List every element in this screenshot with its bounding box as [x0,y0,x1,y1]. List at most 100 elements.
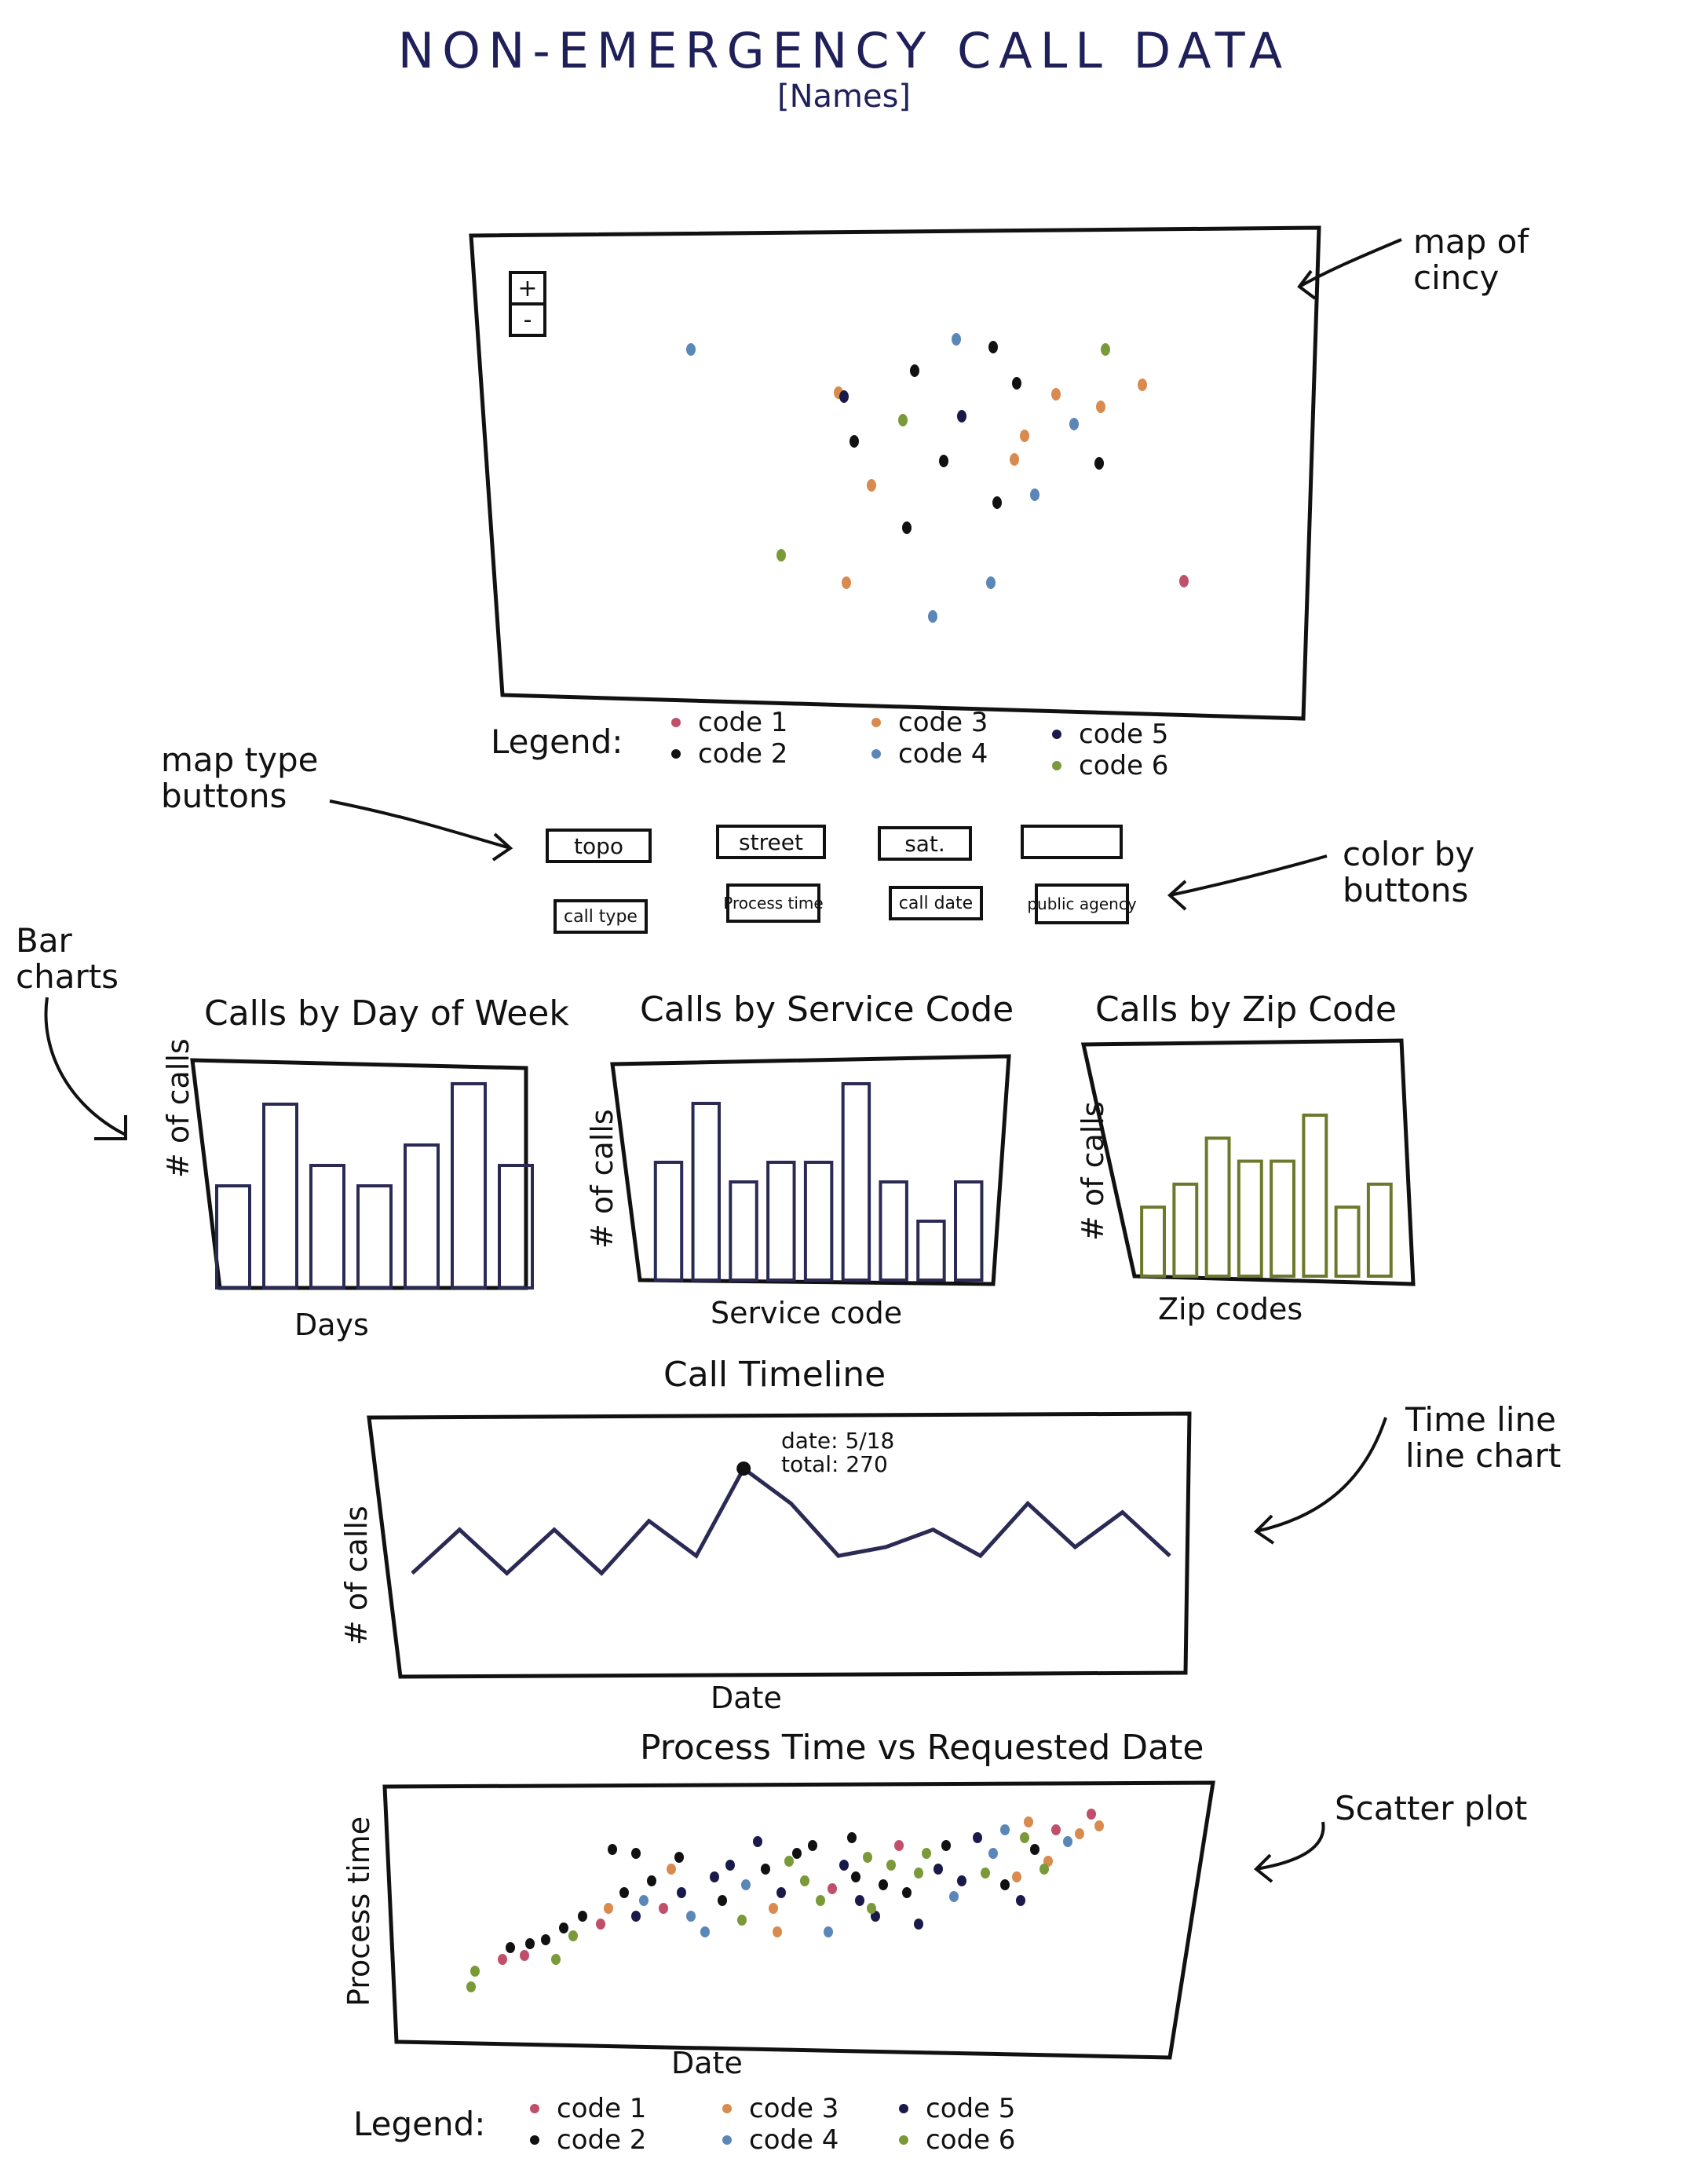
scatter-point [498,1954,507,1965]
scatter-point [1039,1864,1049,1875]
scatter-points [466,1809,1104,1992]
scatter-point [776,1887,786,1898]
bar [1270,1159,1295,1278]
map-point [1179,575,1189,587]
map-point [776,549,786,562]
scatter-point [949,1891,959,1902]
legend-dot-icon [899,2104,908,2113]
bar [766,1161,796,1282]
scatter-point [525,1938,535,1949]
map-type-arrow [329,799,511,850]
bar [879,1180,908,1282]
bar [1366,1182,1393,1279]
scatter-point [851,1871,860,1882]
scatter-point [773,1926,782,1937]
map-type-street-button[interactable]: street [716,825,826,859]
scatter-point [828,1883,837,1894]
timeline-arrowhead [1253,1514,1275,1545]
bar-chart-1-ylabel: # of calls [161,1038,195,1178]
scatter-point [559,1922,568,1933]
map-point [1138,379,1147,391]
map-point [1010,453,1019,466]
map-zoom-control: + - [509,271,546,337]
bar [1302,1114,1328,1278]
scatter-point [769,1903,778,1914]
bar-charts-arrow [44,997,126,1136]
timeline-frame [367,1411,1192,1679]
map-point [839,390,849,403]
scatter-point [855,1895,864,1906]
scatter-point [753,1836,762,1847]
scatter-point [886,1860,896,1871]
timeline-title: Call Timeline [663,1355,886,1395]
scatter-title: Process Time vs Requested Date [640,1728,1204,1768]
map-point [988,341,998,353]
legend-dot-icon [871,718,881,727]
scatter-point [568,1930,578,1941]
map-type-sat-button[interactable]: sat. [878,826,972,861]
map-point [686,343,696,356]
scatter-point [981,1868,990,1879]
scatter-point [784,1856,794,1867]
bar-chart-3-bars [1140,1114,1393,1279]
bar [803,1161,834,1282]
scatter-point [466,1981,476,1992]
scatter-point [578,1911,587,1922]
bar [916,1220,946,1282]
color-by-public-agency-button[interactable]: public agency [1027,883,1137,924]
zoom-out-button[interactable]: - [512,302,543,334]
scatter-point [1020,1832,1029,1843]
map-legend-label: Legend: [491,723,623,761]
bar-charts-arrowhead [94,1115,127,1140]
scatter-point [604,1903,613,1914]
map-legend-item: code 4 [871,738,988,770]
scatter-point [879,1879,888,1890]
scatter-point [667,1864,676,1875]
map-type-topo-button[interactable]: topo [546,829,652,863]
map-frame [469,225,1321,721]
map-legend-item: code 1 [671,707,787,738]
scatter-point [619,1887,629,1898]
map-point [898,414,908,426]
scatter-point [718,1895,727,1906]
scatter-point [973,1832,982,1843]
bar [653,1161,684,1282]
scatter-frame [382,1780,1215,2060]
zoom-in-button[interactable]: + [517,274,538,302]
color-by-call-type-button[interactable]: call type [554,899,648,934]
map-point [1096,401,1105,413]
bar [215,1184,251,1290]
legend-dot-icon [530,2135,539,2145]
map-legend-item: code 3 [871,707,988,738]
legend-dot-icon [530,2104,539,2113]
map-point [867,479,876,492]
scatter-point [914,1919,923,1930]
scatter-point [894,1840,904,1851]
map-point [986,576,996,589]
scatter-point [520,1950,529,1961]
scatter-point [824,1926,833,1937]
scatter-point [470,1966,480,1977]
scatter-point [1063,1836,1072,1847]
page-title: NON-EMERGENCY CALL DATA [397,22,1291,79]
tooltip-total: total: 270 [781,1451,888,1477]
map-type-empty-button[interactable] [1021,825,1123,859]
scatter-point [1087,1809,1096,1820]
bar-chart-2-title: Calls by Service Code [640,990,1014,1030]
bar [1204,1136,1231,1279]
scatter-legend-label: Legend: [353,2105,486,2143]
scatter-point [608,1844,617,1855]
annotation-map-type-buttons: map type buttons [161,741,319,815]
scatter-point [677,1887,686,1898]
bar-chart-2-xlabel: Service code [711,1296,903,1330]
scatter-point [1016,1895,1025,1906]
scatter-point [647,1875,656,1886]
scatter-point [737,1915,747,1926]
scatter-point [1024,1816,1033,1827]
map-point [1020,430,1029,442]
color-by-process-time-button[interactable]: Process time [723,883,824,923]
scatter-point [541,1934,550,1945]
color-by-call-date-button[interactable]: call date [889,886,983,920]
map-annotation-arrowhead [1297,269,1317,300]
